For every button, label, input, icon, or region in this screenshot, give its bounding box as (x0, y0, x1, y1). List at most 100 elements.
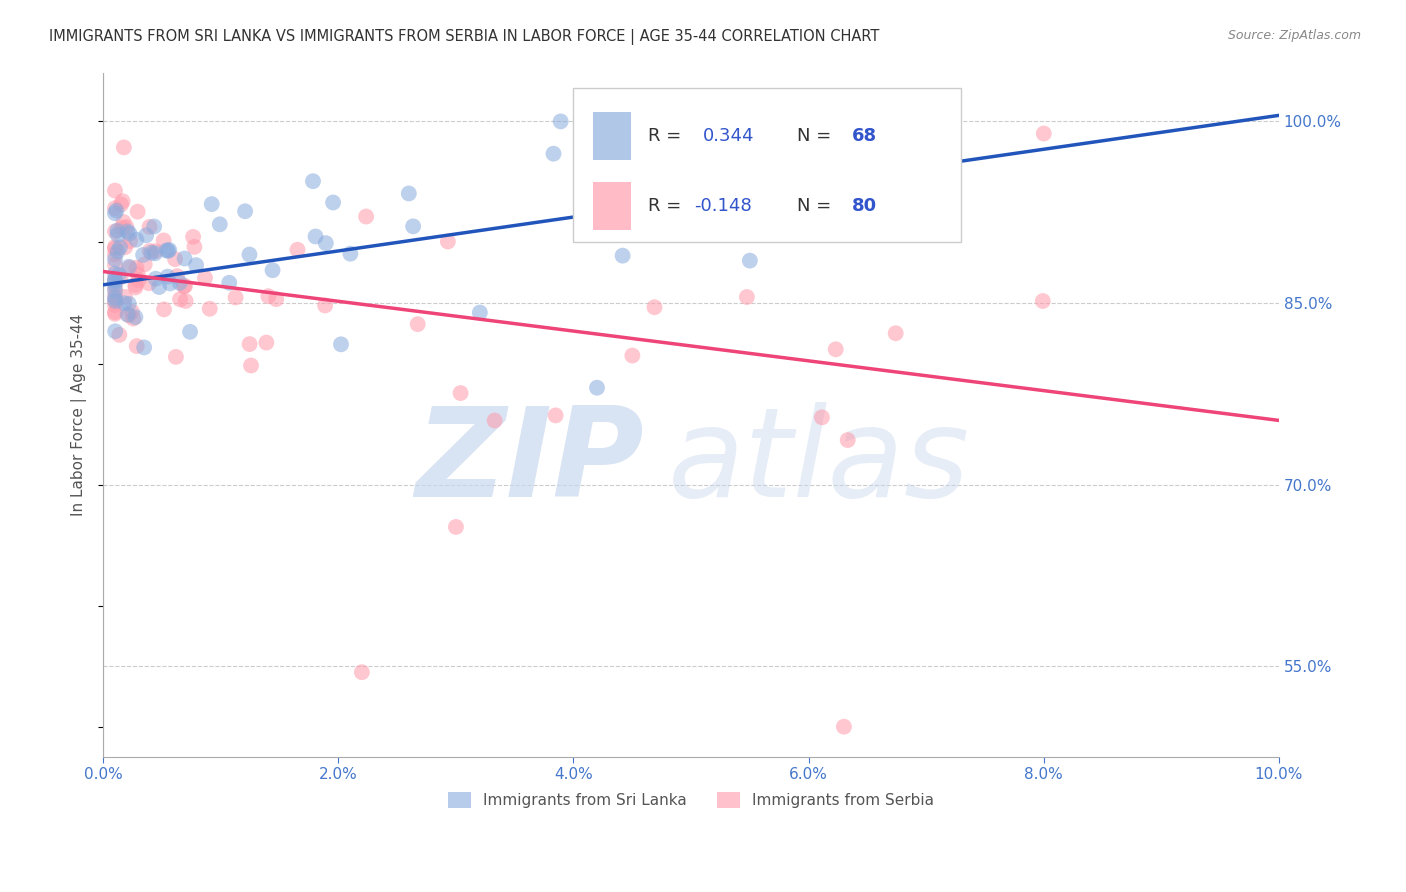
Point (104, 184, 127, 198)
Point (322, 195, 344, 210)
Point (315, 236, 337, 251)
Point (143, 246, 166, 260)
Point (104, 289, 127, 303)
Point (169, 293, 191, 307)
Point (153, 302, 176, 317)
Point (104, 273, 127, 287)
Point (110, 270, 132, 285)
Point (104, 324, 127, 338)
Point (108, 327, 131, 342)
Point (118, 308, 141, 322)
Point (104, 267, 127, 281)
Point (1032, 127, 1054, 141)
Point (257, 289, 280, 303)
Point (125, 233, 148, 247)
Point (198, 301, 221, 316)
Point (238, 247, 260, 261)
Point (104, 274, 127, 288)
Point (118, 227, 141, 241)
Point (402, 219, 425, 234)
Point (894, 114, 917, 128)
Point (145, 244, 167, 259)
Point (104, 284, 127, 298)
Point (179, 325, 201, 339)
Bar (593, 112, 631, 160)
Point (208, 217, 231, 231)
Point (110, 197, 132, 211)
Point (225, 291, 247, 305)
Point (104, 277, 127, 292)
Point (159, 277, 181, 291)
Point (108, 268, 131, 282)
Point (262, 263, 284, 277)
Point (124, 278, 146, 293)
FancyBboxPatch shape (574, 88, 962, 242)
Point (104, 272, 127, 286)
Point (118, 297, 141, 311)
Point (112, 140, 135, 154)
Point (166, 269, 188, 284)
Point (544, 409, 567, 423)
Point (543, 146, 565, 161)
Point (612, 249, 634, 263)
Point (125, 339, 148, 353)
Point (735, 290, 758, 304)
Point (138, 219, 160, 234)
Point (621, 349, 644, 363)
Point (117, 224, 139, 238)
Point (114, 290, 136, 304)
Point (112, 215, 135, 229)
Point (870, 140, 893, 154)
Point (148, 280, 170, 294)
Point (550, 114, 572, 128)
Point (811, 410, 834, 425)
Point (138, 244, 160, 258)
Point (169, 276, 191, 290)
Point (134, 257, 156, 271)
Point (121, 304, 143, 318)
Point (141, 245, 163, 260)
Point (104, 291, 127, 305)
Point (125, 260, 148, 275)
Point (104, 305, 127, 319)
Point (132, 248, 155, 262)
Point (157, 244, 180, 258)
Point (314, 298, 336, 312)
Point (484, 413, 506, 427)
Point (104, 201, 127, 215)
Point (114, 240, 136, 254)
Text: atlas: atlas (668, 402, 970, 524)
Point (354, 210, 377, 224)
Point (165, 252, 187, 266)
Point (108, 240, 131, 254)
Legend: Immigrants from Sri Lanka, Immigrants from Serbia: Immigrants from Sri Lanka, Immigrants fr… (441, 786, 941, 814)
Point (444, 520, 467, 534)
Point (105, 203, 128, 218)
Point (450, 386, 472, 401)
Point (127, 204, 149, 219)
Point (304, 229, 326, 244)
Point (135, 228, 157, 243)
Point (157, 243, 180, 257)
Point (586, 381, 609, 395)
Text: R =: R = (648, 127, 686, 145)
Point (138, 277, 160, 291)
Point (118, 260, 141, 275)
Point (339, 246, 361, 260)
Point (350, 665, 373, 680)
Point (107, 244, 129, 259)
Point (104, 206, 127, 220)
Point (118, 260, 141, 274)
Point (104, 298, 127, 312)
Point (897, 154, 920, 169)
Point (104, 252, 127, 267)
Point (155, 244, 177, 258)
Point (152, 234, 174, 248)
Point (107, 227, 129, 242)
Point (406, 317, 429, 331)
Text: 80: 80 (852, 196, 877, 215)
Point (330, 337, 353, 351)
Point (398, 186, 420, 201)
Point (287, 243, 309, 257)
Point (104, 293, 127, 308)
